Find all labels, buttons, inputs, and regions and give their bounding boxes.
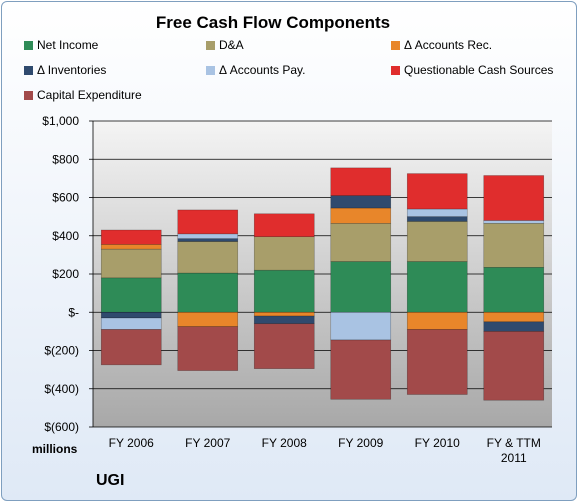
legend-label: Capital Expenditure xyxy=(37,88,142,102)
bar-segment xyxy=(100,229,162,245)
bar-segment xyxy=(100,329,162,366)
bar-segment xyxy=(483,311,545,323)
y-tick-label: $(200) xyxy=(44,344,79,358)
y-tick-label: $1,000 xyxy=(42,114,79,128)
bar-segment xyxy=(330,261,392,313)
bar-segment xyxy=(253,236,315,271)
bar-segment xyxy=(177,209,239,235)
bar-segment xyxy=(406,216,468,222)
bar-segment xyxy=(177,241,239,274)
bar-segment xyxy=(330,167,392,196)
x-tick-label: FY 2007 xyxy=(185,436,230,450)
y-tick-label: $400 xyxy=(52,229,79,243)
x-tick-label: FY 2010 xyxy=(415,436,460,450)
bar-segment xyxy=(483,175,545,221)
x-tick-label: 2011 xyxy=(501,451,527,465)
legend-item: Net Income xyxy=(24,38,98,52)
company-label: UGI xyxy=(96,472,125,489)
bar-segment xyxy=(253,323,315,369)
y-tick-label: $800 xyxy=(52,152,79,166)
y-tick-label: $(600) xyxy=(44,420,79,434)
bar-segment xyxy=(330,223,392,262)
bar-segment xyxy=(177,272,239,313)
y-tick-label: $- xyxy=(68,305,79,319)
chart-title: Free Cash Flow Components xyxy=(155,13,391,32)
legend-swatch xyxy=(206,65,215,75)
bar-segment xyxy=(177,238,239,242)
bar-segment xyxy=(406,221,468,262)
legend-label: Questionable Cash Sources xyxy=(404,63,554,77)
bar-segment xyxy=(253,315,315,325)
bar-segment xyxy=(177,311,239,327)
bar-segment xyxy=(177,326,239,371)
legend-label: D&A xyxy=(219,38,244,52)
bar-segment xyxy=(330,339,392,400)
legend-swatch xyxy=(24,65,33,75)
legend-swatch xyxy=(391,65,400,75)
x-tick-label: FY 2006 xyxy=(109,436,154,450)
legend-item: Capital Expenditure xyxy=(24,88,142,102)
bar-segment xyxy=(483,223,545,268)
legend-item: D&A xyxy=(206,38,244,52)
bar-segment xyxy=(483,331,545,401)
bar-segment xyxy=(253,311,315,317)
bar-segment xyxy=(406,329,468,395)
bar-segment xyxy=(100,277,162,313)
x-tick-label: FY 2009 xyxy=(338,436,383,450)
y-tick-label: $200 xyxy=(52,267,79,281)
legend-label: Δ Inventories xyxy=(37,63,107,77)
bar-segment xyxy=(253,269,315,313)
bar-segment xyxy=(100,317,162,330)
bar-segment xyxy=(253,213,315,238)
legend-item: Δ Accounts Pay. xyxy=(206,63,306,77)
bar-segment xyxy=(483,220,545,224)
y-tick-label: $(400) xyxy=(44,382,79,396)
bar-segment xyxy=(100,311,162,319)
bar-segment xyxy=(177,233,239,239)
legend-swatch xyxy=(391,40,400,50)
unit-label: millions xyxy=(32,442,78,456)
bar-segment xyxy=(406,261,468,313)
bar-segment xyxy=(406,173,468,210)
legend-label: Δ Accounts Pay. xyxy=(219,63,306,77)
bar-segment xyxy=(100,244,162,250)
bar-segment xyxy=(330,207,392,224)
x-tick-label: FY 2008 xyxy=(262,436,307,450)
legend-label: Δ Accounts Rec. xyxy=(404,38,493,52)
y-tick-label: $600 xyxy=(52,191,79,205)
legend-swatch xyxy=(24,40,33,50)
bar-segment xyxy=(483,321,545,332)
legend-label: Net Income xyxy=(37,38,99,52)
legend-swatch xyxy=(24,90,33,100)
x-tick-label: FY & TTM xyxy=(487,436,541,450)
bar-segment xyxy=(406,208,468,217)
bar-segment xyxy=(406,311,468,330)
bar-segment xyxy=(330,311,392,341)
legend-item: Δ Inventories xyxy=(24,63,106,77)
bar-segment xyxy=(483,267,545,313)
bar-segment xyxy=(100,248,162,279)
legend-swatch xyxy=(206,40,215,50)
legend-item: Questionable Cash Sources xyxy=(391,63,553,77)
bar-segment xyxy=(330,195,392,209)
legend-item: Δ Accounts Rec. xyxy=(391,38,492,52)
